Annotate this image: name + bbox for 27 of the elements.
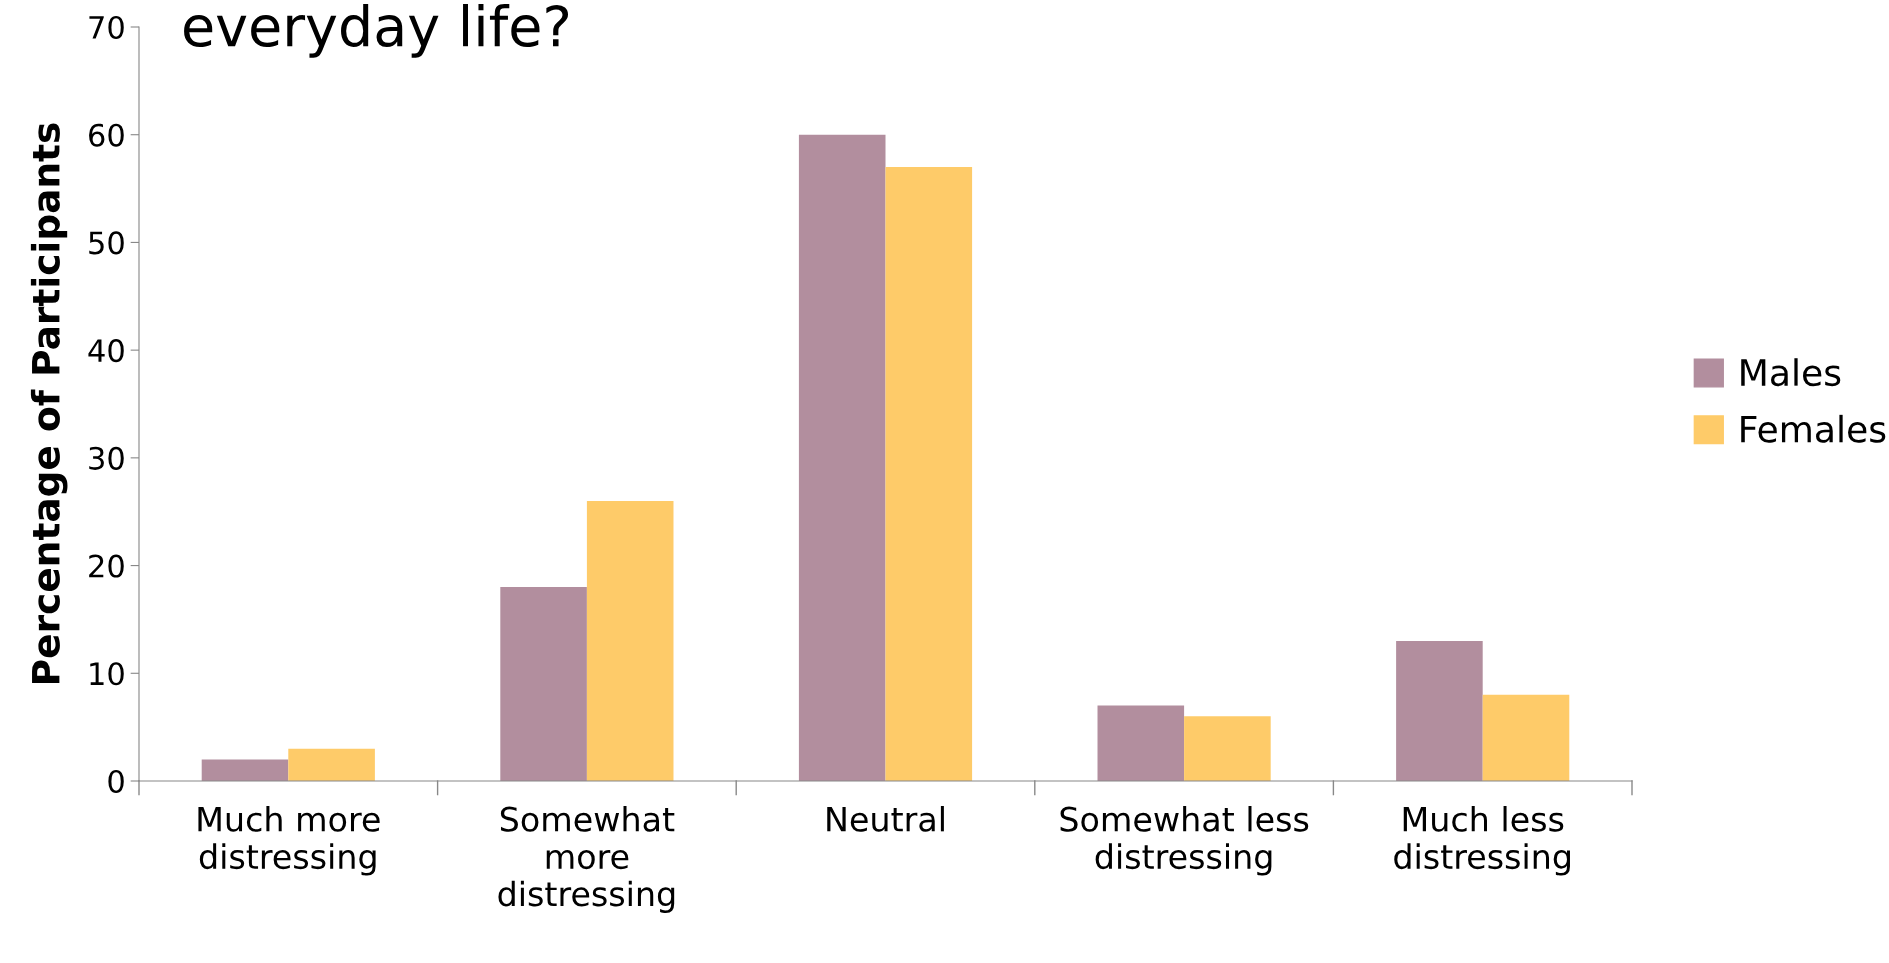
chart-title: everyday life? xyxy=(184,4,569,58)
y-tick-label: 0 xyxy=(108,769,124,794)
legend-label: Females xyxy=(1741,414,1886,443)
y-tick-label: 60 xyxy=(89,123,124,147)
bar xyxy=(201,759,289,781)
bar xyxy=(1097,705,1185,781)
x-tick-label: Somewhat less distressing xyxy=(1060,806,1309,876)
y-axis-title: Percentage of Participants xyxy=(30,123,68,683)
bar xyxy=(885,167,973,781)
y-tick-label: 70 xyxy=(89,15,124,40)
x-tick-label: Much more distressing xyxy=(198,806,380,876)
y-tick-label: 40 xyxy=(88,339,124,363)
bar xyxy=(288,748,375,781)
y-tick-label: 50 xyxy=(89,231,124,255)
x-tick-label: Somewhat more distressing xyxy=(498,806,675,913)
x-tick-label: Much less distressing xyxy=(1394,806,1570,876)
bar xyxy=(1396,640,1483,781)
bar xyxy=(586,500,674,781)
bar xyxy=(798,134,886,781)
y-tick-label: 30 xyxy=(89,446,124,470)
y-tick-label: 20 xyxy=(89,554,124,578)
x-tick-label: Neutral xyxy=(827,806,944,832)
y-tick-label: 10 xyxy=(90,662,124,686)
bar xyxy=(1482,694,1570,781)
bar xyxy=(500,587,587,781)
bar xyxy=(1184,716,1271,781)
legend-label: Males xyxy=(1741,358,1841,387)
